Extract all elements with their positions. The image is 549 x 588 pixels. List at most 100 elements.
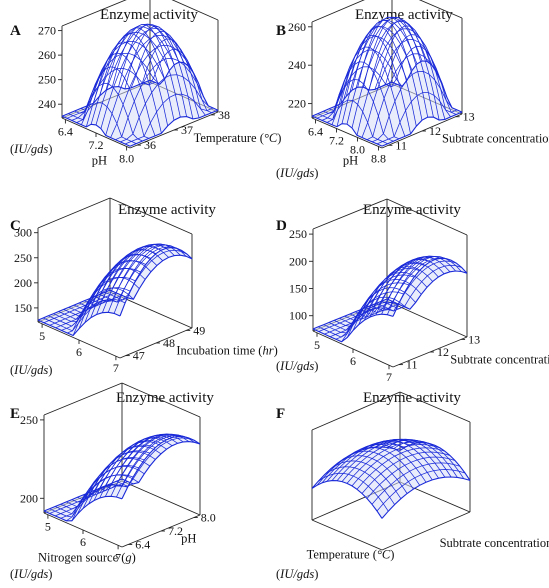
panel-letter: C (10, 218, 21, 234)
mesh-line-u (392, 257, 468, 317)
mesh-line-v (116, 437, 195, 487)
panel-title: Enzyme activity (118, 202, 216, 218)
x-tick-label: 6 (76, 345, 82, 359)
unit-label: (IU/gds) (10, 142, 52, 156)
mesh-line-v (363, 16, 434, 118)
x-tick-label: 8.8 (371, 152, 386, 166)
mesh-line-u (371, 71, 453, 143)
mesh-line-u (381, 111, 463, 147)
x-axis-label: pH (343, 154, 358, 168)
response-surface (311, 16, 463, 147)
mesh-line-v (380, 438, 452, 478)
mesh-line-v (370, 257, 452, 311)
mesh-line-v (137, 38, 206, 116)
x-tick-label: 7 (113, 361, 119, 375)
mesh-line-u (113, 244, 187, 314)
panel-c: Enzyme activity C 150 200 250 300 5 6 7 47 48 49 Inc… (10, 197, 278, 377)
mesh-line-v (391, 60, 463, 113)
y-tick-label: 49 (193, 323, 205, 337)
mesh-line-u (371, 462, 461, 505)
y-tick-label: 48 (163, 336, 175, 350)
unit-label: (IU/gds) (276, 359, 318, 373)
y-tick-label: 12 (429, 124, 441, 138)
mesh-line-v (104, 249, 188, 301)
z-tick-label: 150 (289, 282, 307, 296)
mesh-line-u (381, 476, 471, 519)
x-tick-label: 7.2 (89, 138, 104, 152)
mesh-line-u (376, 92, 458, 145)
x-tick-label: 7 (386, 370, 392, 384)
x-tick-label: 8.0 (350, 143, 365, 157)
mesh-line-u (375, 256, 451, 316)
unit-label: (IU/gds) (276, 567, 318, 581)
panel-f: Enzyme activity F Subtrate concentration (… (276, 390, 549, 581)
panel-title: Enzyme activity (100, 7, 198, 23)
panel-d: Enzyme activityD100150200250567111213Sub… (276, 198, 549, 384)
mesh-line-v (109, 254, 193, 300)
z-tick-label: 150 (14, 301, 32, 315)
panel-title: Enzyme activity (363, 390, 461, 406)
panel-letter: D (276, 218, 287, 234)
z-tick-label: 240 (288, 58, 306, 72)
mesh-line-u (115, 58, 204, 141)
mesh-line-v (130, 30, 200, 119)
mesh-line-v (374, 25, 446, 120)
y-tick-label: 36 (144, 138, 156, 152)
z-tick-label: 240 (38, 97, 56, 111)
axes-box (312, 198, 468, 368)
panel-title: Enzyme activity (116, 390, 214, 406)
x-tick-label: 8.0 (119, 152, 134, 166)
y-tick-label: 7.2 (168, 524, 183, 538)
panel-letter: A (10, 23, 21, 39)
mesh-line-v (381, 264, 462, 310)
z-tick-label: 220 (288, 97, 306, 111)
mesh-line-u (369, 258, 445, 318)
y-tick-label: 12 (437, 345, 449, 359)
z-tick-label: 250 (14, 251, 32, 265)
z-tick-label: 260 (288, 20, 306, 34)
panel-letter: E (10, 406, 20, 422)
mesh-line-u (110, 44, 199, 138)
mesh-line-u (381, 255, 456, 315)
axes-box (43, 382, 201, 548)
mesh-line-u (102, 243, 175, 313)
mesh-line-v (399, 442, 471, 481)
mesh-line-v (380, 34, 451, 118)
mesh-line-u (386, 256, 462, 315)
y-axis-label: pH (181, 532, 196, 546)
x-tick-label: 7 (115, 550, 121, 564)
x-tick-label: 5 (45, 520, 51, 534)
y-axis-label: Incubation time (hr) (176, 344, 277, 358)
x-tick-label: 6.4 (58, 125, 73, 139)
x-tick-label: 7.2 (329, 134, 344, 148)
mesh-line-u (351, 444, 441, 487)
z-tick-label: 200 (20, 491, 38, 505)
y-axis-label: Subtrate concentration (g) (450, 353, 549, 367)
mesh-line-u (129, 109, 219, 147)
mesh-line-u (124, 93, 214, 145)
mesh-line-v (386, 270, 468, 310)
mesh-line-v (368, 19, 440, 121)
y-tick-label: 13 (463, 110, 475, 124)
z-tick-label: 200 (14, 276, 32, 290)
y-tick-label: 8.0 (201, 511, 216, 525)
z-tick-label: 300 (14, 226, 32, 240)
mesh-line-v (374, 439, 446, 478)
mesh-line-v (124, 26, 194, 119)
mesh-line-v (121, 441, 201, 485)
mesh-line-u (120, 74, 209, 143)
y-axis-label: Subtrate concentration (g) (440, 536, 549, 550)
response-surface (37, 243, 193, 337)
z-tick-label: 260 (38, 48, 56, 62)
z-tick-label: 270 (38, 24, 56, 38)
x-axis-label: Nitrogen source (g) (38, 551, 136, 565)
response-surface (312, 255, 468, 343)
x-tick-label: 5 (314, 338, 320, 352)
y-axis-label: Temperature (°C) (194, 131, 282, 145)
mesh-line-u (366, 456, 456, 499)
mesh-line-v (99, 246, 182, 303)
mesh-line-u (90, 249, 163, 318)
z-tick-label: 250 (38, 73, 56, 87)
y-tick-label: 38 (218, 108, 230, 122)
